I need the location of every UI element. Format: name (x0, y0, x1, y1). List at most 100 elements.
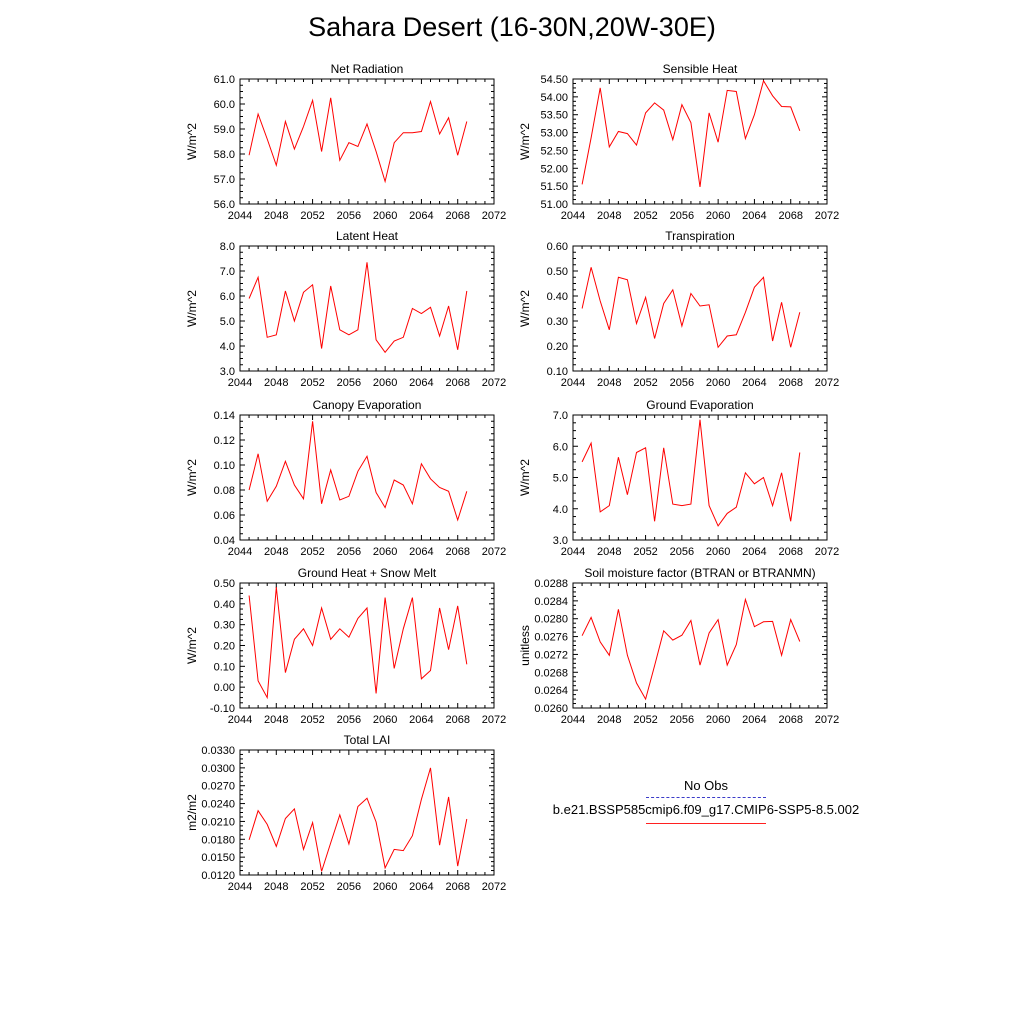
y-tick-label: 0.0270 (201, 781, 235, 793)
y-axis-label: W/m^2 (185, 627, 199, 664)
x-tick-label: 2048 (264, 210, 288, 222)
plot-frame (572, 414, 828, 541)
y-tick-label: 0.12 (214, 435, 235, 447)
x-tick-label: 2052 (633, 714, 657, 726)
y-tick-label: 54.50 (540, 74, 568, 86)
y-tick-label: 3.0 (220, 366, 235, 378)
y-tick-label: 0.0260 (534, 703, 568, 715)
y-tick-label: 51.50 (540, 181, 568, 193)
y-tick-label: 0.0300 (201, 763, 235, 775)
x-tick-label: 2056 (670, 377, 694, 389)
panel-title: Latent Heat (336, 229, 399, 243)
y-tick-label: 0.0280 (534, 614, 568, 626)
x-tick-label: 2048 (264, 714, 288, 726)
x-tick-label: 2068 (778, 546, 802, 558)
y-tick-label: 0.04 (214, 535, 235, 547)
y-tick-label: 56.0 (214, 199, 235, 211)
y-tick-label: 0.0276 (534, 632, 568, 644)
y-tick-label: 0.50 (547, 266, 568, 278)
x-tick-label: 2060 (706, 377, 730, 389)
panel-title: Transpiration (665, 229, 735, 243)
series-line (248, 767, 468, 872)
y-tick-label: 0.0210 (201, 816, 235, 828)
x-tick-label: 2068 (445, 546, 469, 558)
y-axis-label: W/m^2 (518, 290, 532, 327)
y-axis-label: W/m^2 (518, 123, 532, 160)
x-tick-label: 2048 (597, 210, 621, 222)
y-tick-label: 0.0150 (201, 852, 235, 864)
x-tick-label: 2064 (409, 881, 433, 893)
x-tick-label: 2072 (482, 881, 506, 893)
panel-title: Net Radiation (331, 62, 404, 76)
x-tick-label: 2064 (409, 210, 433, 222)
x-tick-label: 2052 (300, 210, 324, 222)
y-tick-label: 7.0 (220, 266, 235, 278)
x-tick-label: 2072 (815, 377, 839, 389)
x-tick-label: 2060 (373, 881, 397, 893)
y-tick-label: 57.0 (214, 174, 235, 186)
x-tick-label: 2048 (597, 377, 621, 389)
y-tick-label: 52.00 (540, 163, 568, 175)
x-tick-label: 2044 (561, 714, 585, 726)
y-tick-label: 52.50 (540, 145, 568, 157)
y-tick-label: 0.0268 (534, 667, 568, 679)
x-tick-label: 2056 (337, 714, 361, 726)
series-line (581, 267, 801, 349)
y-tick-label: 0.06 (214, 510, 235, 522)
y-tick-label: 0.60 (547, 241, 568, 253)
plot-frame (239, 414, 495, 541)
x-tick-label: 2056 (337, 210, 361, 222)
y-axis-label: W/m^2 (518, 459, 532, 496)
x-tick-label: 2048 (597, 546, 621, 558)
x-tick-label: 2052 (633, 546, 657, 558)
x-tick-label: 2072 (815, 546, 839, 558)
x-tick-label: 2052 (633, 377, 657, 389)
x-tick-label: 2064 (409, 714, 433, 726)
y-tick-label: 0.0240 (201, 799, 235, 811)
y-tick-label: 59.0 (214, 124, 235, 136)
x-tick-label: 2056 (337, 546, 361, 558)
x-tick-label: 2056 (670, 714, 694, 726)
legend-obs-line (646, 797, 766, 798)
series-line (248, 262, 468, 354)
y-tick-label: 51.00 (540, 199, 568, 211)
series-line (248, 587, 468, 700)
legend-model-label: b.e21.BSSP585cmip6.f09_g17.CMIP6-SSP5-8.… (552, 802, 860, 817)
x-tick-label: 2044 (228, 881, 252, 893)
panel-title: Ground Heat + Snow Melt (298, 566, 437, 580)
x-tick-label: 2048 (597, 714, 621, 726)
x-tick-label: 2060 (706, 546, 730, 558)
x-tick-label: 2064 (742, 210, 766, 222)
y-tick-label: -0.10 (210, 703, 235, 715)
x-tick-label: 2068 (445, 714, 469, 726)
x-tick-label: 2044 (561, 377, 585, 389)
x-tick-label: 2060 (373, 210, 397, 222)
series-line (581, 597, 801, 701)
y-tick-label: 0.0120 (201, 870, 235, 882)
y-tick-label: 3.0 (553, 535, 568, 547)
y-tick-label: 58.0 (214, 149, 235, 161)
x-tick-label: 2068 (445, 210, 469, 222)
y-tick-label: 0.0288 (534, 578, 568, 590)
y-tick-label: 0.10 (214, 661, 235, 673)
x-tick-label: 2068 (445, 377, 469, 389)
panel-title: Sensible Heat (663, 62, 738, 76)
x-tick-label: 2044 (228, 546, 252, 558)
x-tick-label: 2048 (264, 881, 288, 893)
x-tick-label: 2072 (815, 210, 839, 222)
y-tick-label: 0.10 (214, 460, 235, 472)
y-axis-label: W/m^2 (185, 290, 199, 327)
y-tick-label: 0.0330 (201, 745, 235, 757)
y-tick-label: 60.0 (214, 99, 235, 111)
plot-frame (572, 245, 828, 372)
legend: No Obs b.e21.BSSP585cmip6.f09_g17.CMIP6-… (540, 778, 872, 824)
panel-title: Ground Evaporation (646, 398, 753, 412)
x-tick-label: 2072 (815, 714, 839, 726)
x-tick-label: 2072 (482, 377, 506, 389)
y-tick-label: 0.40 (214, 599, 235, 611)
y-tick-label: 5.0 (553, 473, 568, 485)
y-tick-label: 8.0 (220, 241, 235, 253)
y-tick-label: 0.0272 (534, 649, 568, 661)
x-tick-label: 2064 (409, 377, 433, 389)
